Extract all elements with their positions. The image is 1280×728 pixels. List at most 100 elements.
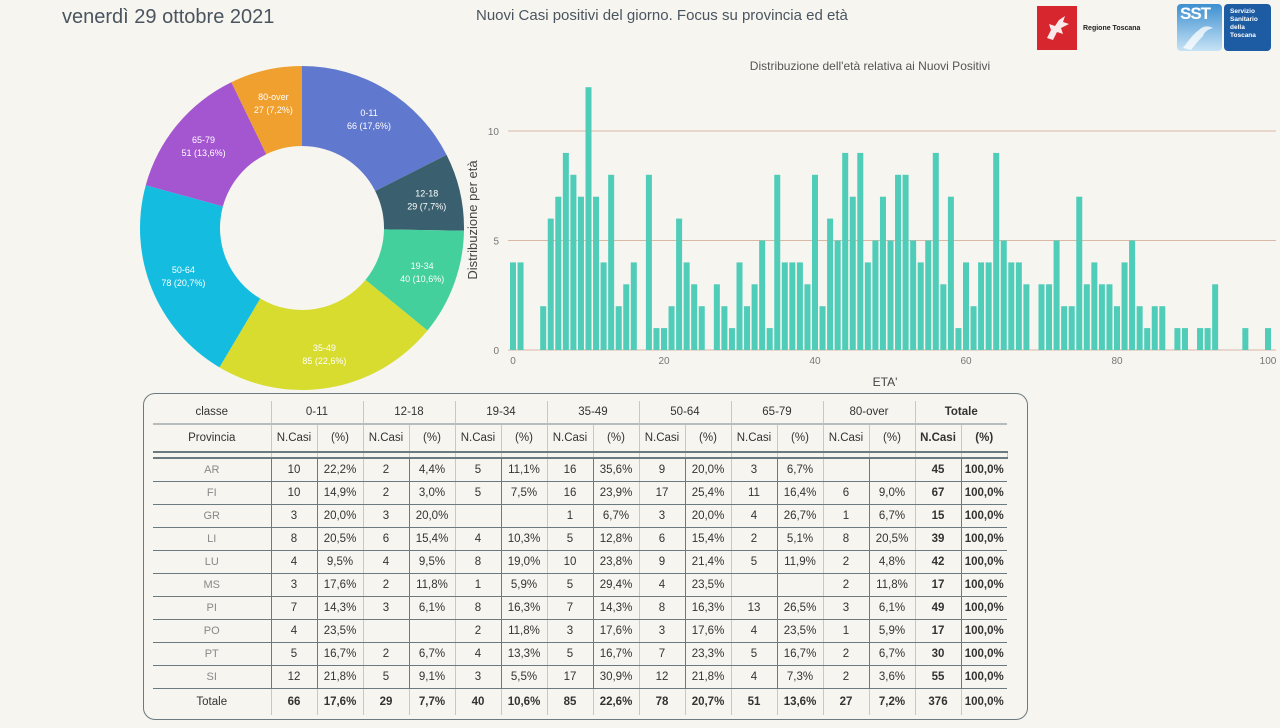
cell-pct: 20,0%: [409, 504, 456, 528]
cell-n-casi: 4: [271, 619, 318, 643]
province-name: LU: [153, 550, 272, 574]
table-header-sub: Provincia N.Casi (%) N.Casi (%) N.Casi (%) N.Ca…: [153, 424, 1007, 453]
histogram-bar-age-32: [751, 284, 758, 350]
cell-pct: 20,0%: [317, 504, 364, 528]
cell-pct: 11,9%: [777, 550, 824, 574]
header-pct: (%): [593, 424, 640, 453]
sst-line: Sanitario: [1230, 16, 1258, 23]
cell-pct: 15,4%: [685, 527, 732, 551]
cell-n-casi: 3: [455, 665, 502, 689]
histogram-bar-age-44: [842, 152, 849, 350]
cell-n-casi: 3: [271, 573, 318, 597]
cell-pct: 100,0%: [961, 619, 1007, 643]
cell-pct: 7,5%: [501, 481, 548, 505]
histogram-bar-age-16: [630, 262, 637, 350]
histogram-bar-age-5: [547, 218, 554, 350]
table-header-classes: classe 0-11 12-18 19-34 35-49 50-64 65-79 80-ov…: [153, 401, 1007, 425]
donut-slice-65-79: [145, 82, 267, 207]
histogram-bar-age-55: [925, 240, 932, 350]
province-name: GR: [153, 504, 272, 528]
regione-toscana-label: Regione Toscana: [1083, 24, 1141, 32]
cell-n-casi: 6: [363, 527, 410, 551]
cell-n-casi: 2: [823, 642, 870, 666]
cell-pct: 21,8%: [685, 665, 732, 689]
spacer-cell: [777, 452, 824, 459]
histogram-bar-age-11: [593, 196, 600, 350]
y-tick-label: 10: [488, 127, 500, 138]
province-name: FI: [153, 481, 272, 505]
cell-n-casi: 6: [823, 481, 870, 505]
cell-pct: 20,5%: [869, 527, 916, 551]
cell-pct: 29,4%: [593, 573, 640, 597]
histogram-bar-age-88: [1174, 328, 1181, 350]
cell-n-casi: 5: [731, 550, 778, 574]
cell-n-casi: 5: [547, 573, 594, 597]
cell-pct: 23,5%: [317, 619, 364, 643]
cell-pct: 30,9%: [593, 665, 640, 689]
cell-n-casi: 10: [547, 550, 594, 574]
cell-pct: 23,5%: [685, 573, 732, 597]
spacer-cell: [363, 452, 410, 459]
histogram-bar-age-68: [1023, 284, 1030, 350]
sst-logo: SST Servizio Sanitario della Toscana: [1177, 4, 1271, 51]
cell-n-casi: 5: [363, 665, 410, 689]
header-n-casi: N.Casi: [455, 424, 502, 453]
histogram-bar-age-86: [1159, 306, 1166, 350]
donut-slice-35-49: [219, 279, 428, 391]
total-pct: 7,7%: [409, 688, 456, 715]
header-class: 65-79: [731, 401, 824, 425]
regione-toscana-logo: Regione Toscana: [1037, 6, 1147, 50]
table-spacer: [153, 452, 1008, 459]
total-n-casi: 40: [455, 688, 502, 715]
cell-n-casi: 1: [547, 504, 594, 528]
cell-pct: 10,3%: [501, 527, 548, 551]
cell-pct: 21,8%: [317, 665, 364, 689]
cell-n-casi: 39: [915, 527, 962, 551]
histogram-bar-age-74: [1068, 306, 1075, 350]
cell-pct: 7,3%: [777, 665, 824, 689]
cell-n-casi: 17: [547, 665, 594, 689]
cell-pct: 16,4%: [777, 481, 824, 505]
cell-n-casi: 10: [271, 481, 318, 505]
x-tick-label: 100: [1260, 356, 1277, 367]
sst-line: della: [1230, 24, 1245, 31]
histogram-bar-age-42: [827, 218, 834, 350]
cell-n-casi: 1: [455, 573, 502, 597]
cell-pct: 26,7%: [777, 504, 824, 528]
donut-label: 35-49: [313, 343, 336, 353]
age-class-donut-chart: 0-11 66 (17,6%) 12-18 29 (7,7%) 19-34 40 (10,…: [139, 66, 464, 391]
total-pct: 10,6%: [501, 688, 548, 715]
histogram-bar-age-72: [1053, 240, 1060, 350]
cell-pct: 100,0%: [961, 550, 1007, 574]
histogram-bar-age-45: [849, 196, 856, 350]
donut-label: 50-64: [172, 265, 195, 275]
cell-pct: 9,5%: [409, 550, 456, 574]
cell-pct: 11,1%: [501, 458, 548, 482]
histogram-bar-age-30: [736, 262, 743, 350]
cell-pct: 5,5%: [501, 665, 548, 689]
table-row: FI 10 14,9% 2 3,0% 5 7,5% 16 23,9% 17 25,4% 11 16,4%…: [153, 481, 1007, 505]
histogram-bar-age-71: [1046, 284, 1053, 350]
table-row: GR 3 20,0% 3 20,0% 1 6,7% 3 20,0% 4 26,7% 1 6,7% 15 10…: [153, 504, 1007, 528]
cell-pct: [777, 573, 824, 597]
table-row: LI 8 20,5% 6 15,4% 4 10,3% 5 12,8% 6 15,4% 2 5,1% 8 20…: [153, 527, 1007, 551]
header-pct: (%): [409, 424, 456, 453]
header-pct: (%): [777, 424, 824, 453]
histogram-bar-age-80: [1114, 306, 1120, 350]
cell-pct: 11,8%: [409, 573, 456, 597]
header-pct: (%): [317, 424, 364, 453]
cell-pct: 14,3%: [317, 596, 364, 620]
histogram-bar-age-78: [1098, 284, 1105, 350]
cell-n-casi: 4: [271, 550, 318, 574]
cell-n-casi: 3: [731, 458, 778, 482]
total-n-casi: 66: [271, 688, 318, 715]
cell-n-casi: 5: [547, 642, 594, 666]
histogram-bar-age-10: [585, 87, 592, 350]
cell-n-casi: 8: [455, 550, 502, 574]
histogram-bar-age-1: [517, 262, 524, 350]
histogram-bar-age-85: [1151, 306, 1158, 350]
cell-n-casi: 9: [639, 550, 686, 574]
sst-abbr: SST: [1180, 4, 1211, 23]
cell-n-casi: 1: [823, 619, 870, 643]
cell-n-casi: 16: [547, 458, 594, 482]
